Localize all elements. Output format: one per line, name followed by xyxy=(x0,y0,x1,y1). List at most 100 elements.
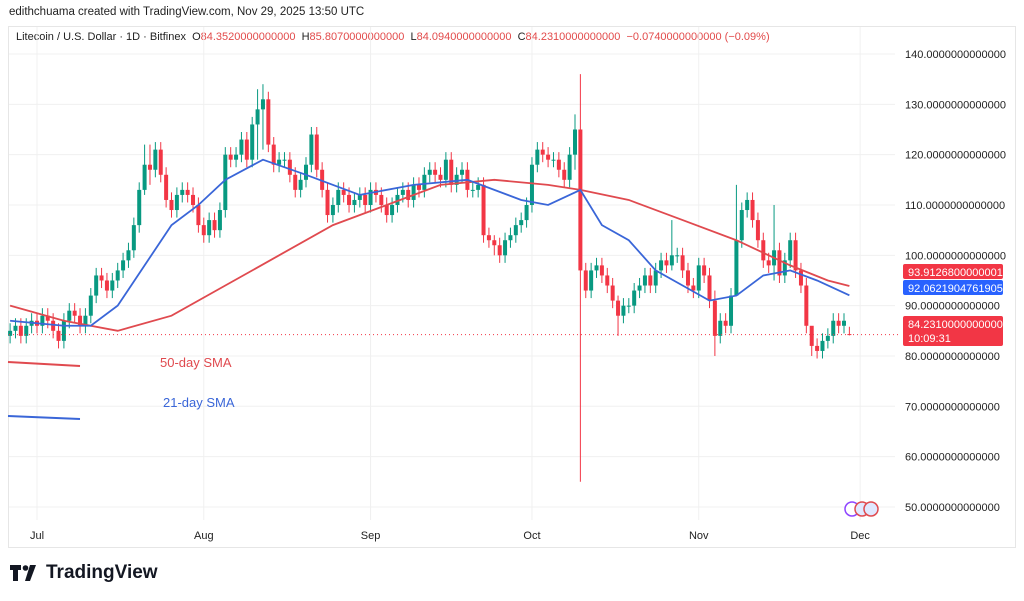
candle-body xyxy=(809,325,814,346)
candle-body xyxy=(653,270,658,286)
tradingview-logo-icon xyxy=(10,565,36,581)
candle-body xyxy=(745,199,750,211)
close-label: C xyxy=(517,31,526,43)
y-tick-label: 60.0000000000000 xyxy=(905,452,1000,464)
x-tick-label: Dec xyxy=(850,530,870,542)
y-tick-label: 110.0000000000000 xyxy=(905,200,1005,212)
candle-body xyxy=(815,345,820,351)
candle-body xyxy=(481,184,486,236)
high-value: 85.8070000000000 xyxy=(309,31,405,43)
candle-body xyxy=(702,265,707,276)
candle-body xyxy=(309,134,314,165)
candle-body xyxy=(734,240,739,296)
candle-body xyxy=(729,295,734,326)
candle-body xyxy=(287,159,292,175)
x-tick-label: Oct xyxy=(523,530,540,542)
candle-body xyxy=(524,204,529,221)
candle-body xyxy=(352,199,357,205)
chart-frame xyxy=(8,26,1016,548)
candle-body xyxy=(137,189,142,226)
candle-body xyxy=(750,199,755,221)
x-tick-label: Sep xyxy=(361,530,381,542)
candle-body xyxy=(99,275,104,281)
candle-body xyxy=(546,154,551,160)
candle-body xyxy=(438,174,443,180)
candle-body xyxy=(804,285,809,326)
x-tick-label: Jul xyxy=(30,530,44,542)
symbol-legend: Litecoin / U.S. Dollar · 1D · Bitfinex O… xyxy=(16,31,770,43)
last-price-label-bg xyxy=(903,316,1003,346)
candle-body xyxy=(244,139,249,160)
candle-body xyxy=(556,159,561,170)
candle-body xyxy=(637,285,642,291)
candle-body xyxy=(191,194,196,205)
candle-body xyxy=(45,315,50,321)
candle-body xyxy=(476,184,481,190)
y-tick-label: 50.0000000000000 xyxy=(905,502,1000,514)
candle-body xyxy=(314,134,319,170)
candle-body xyxy=(185,189,190,195)
low-label: L xyxy=(410,31,417,43)
candle-body xyxy=(685,270,690,286)
candle-body xyxy=(406,189,411,200)
candle-body xyxy=(540,149,545,155)
candle-body xyxy=(18,325,23,336)
sma21-annotation: 21-day SMA xyxy=(163,395,235,410)
candle-body xyxy=(330,204,335,216)
candle-body xyxy=(632,290,637,306)
candle-body xyxy=(675,255,680,257)
candle-body xyxy=(228,154,233,160)
candle-body xyxy=(648,275,653,286)
symbol-name[interactable]: Litecoin / U.S. Dollar · 1D · Bitfinex xyxy=(16,31,186,43)
candle-body xyxy=(605,275,610,286)
last-price-label: 10:09:31 xyxy=(908,333,951,345)
x-tick-label: Aug xyxy=(194,530,214,542)
candle-body xyxy=(707,275,712,301)
candle-body xyxy=(820,340,825,351)
candle-body xyxy=(492,240,497,246)
candle-body xyxy=(390,204,395,216)
candle-body xyxy=(739,210,744,241)
sma50-line xyxy=(9,178,850,332)
tradingview-logo: TradingView xyxy=(10,562,158,584)
close-value: 84.2310000000000 xyxy=(525,31,621,43)
brand-name: TradingView xyxy=(46,562,158,583)
sma21-legend-line xyxy=(7,415,81,420)
candle-body xyxy=(755,220,760,241)
candle-body xyxy=(626,305,631,307)
candle-body xyxy=(411,184,416,200)
candle-body xyxy=(325,189,330,216)
sma21-price-label-bg xyxy=(903,280,1003,295)
candle-body xyxy=(196,204,201,226)
candle-body xyxy=(94,275,99,296)
candle-body xyxy=(454,174,459,185)
candle-body xyxy=(529,164,534,205)
candle-body xyxy=(766,260,771,266)
candle-body xyxy=(67,310,72,321)
candle-body xyxy=(567,154,572,180)
candle-body xyxy=(255,109,260,125)
candle-body xyxy=(239,139,244,155)
price-chart[interactable]: 140.0000000000000 130.0000000000000 120.00… xyxy=(0,0,1024,560)
candle-body xyxy=(712,300,717,336)
candle-body xyxy=(110,280,115,291)
candle-body xyxy=(621,305,626,316)
candle-body xyxy=(304,164,308,180)
high-label: H xyxy=(301,31,310,43)
candle-body xyxy=(535,149,540,165)
candle-body xyxy=(599,265,604,276)
candle-body xyxy=(169,199,174,211)
candle-body xyxy=(363,194,368,205)
candle-body xyxy=(400,189,405,195)
y-tick-label: 130.0000000000000 xyxy=(905,99,1006,111)
sma50-legend-line xyxy=(7,361,81,367)
last-price-label: 84.2310000000000 xyxy=(908,319,1003,331)
candle-body xyxy=(180,189,185,195)
candle-body xyxy=(427,169,432,175)
sma50-price-label: 93.9126800000001 xyxy=(908,267,1003,279)
candle-body xyxy=(573,129,577,155)
candle-body xyxy=(691,285,696,291)
y-tick-label: 80.0000000000000 xyxy=(905,351,1000,363)
candle-body xyxy=(8,330,13,336)
candle-body xyxy=(669,255,674,266)
